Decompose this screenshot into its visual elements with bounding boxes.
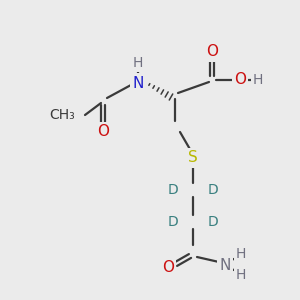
Text: D: D bbox=[168, 183, 178, 197]
Text: D: D bbox=[208, 215, 218, 229]
Text: N: N bbox=[219, 257, 231, 272]
Text: D: D bbox=[168, 215, 178, 229]
Text: O: O bbox=[162, 260, 174, 275]
Text: S: S bbox=[188, 151, 198, 166]
Text: O: O bbox=[97, 124, 109, 140]
Text: N: N bbox=[132, 76, 144, 91]
Text: O: O bbox=[234, 73, 246, 88]
Text: H: H bbox=[236, 268, 246, 282]
Text: H: H bbox=[236, 247, 246, 261]
Text: O: O bbox=[206, 44, 218, 59]
Text: H: H bbox=[253, 73, 263, 87]
Text: D: D bbox=[208, 183, 218, 197]
Text: H: H bbox=[133, 56, 143, 70]
Text: CH₃: CH₃ bbox=[49, 108, 75, 122]
